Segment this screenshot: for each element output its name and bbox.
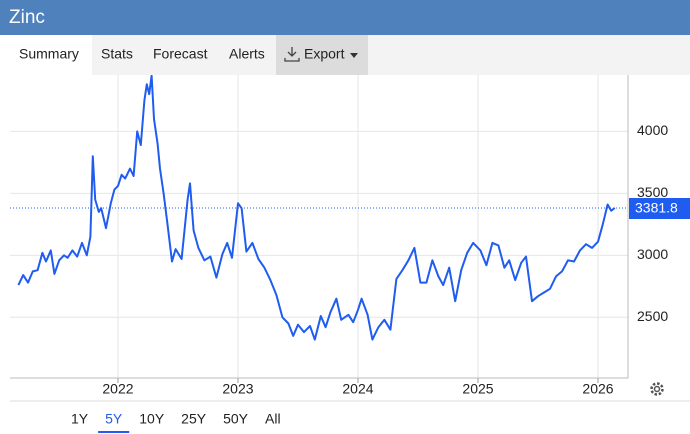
last-value-label: 3381.8	[635, 200, 678, 216]
y-tick-label: 4000	[637, 122, 668, 138]
x-tick-label: 2024	[342, 381, 373, 397]
download-icon	[284, 47, 300, 62]
header-title: Zinc	[9, 7, 45, 28]
range-button[interactable]: 1Y	[71, 411, 89, 427]
tab[interactable]: Export	[304, 46, 345, 62]
tab[interactable]: Stats	[101, 46, 133, 62]
caret	[350, 53, 358, 58]
settings-icon[interactable]	[650, 382, 664, 396]
x-tick-label: 2023	[222, 381, 253, 397]
x-tick-label: 2026	[582, 381, 613, 397]
x-tick-label: 2025	[462, 381, 493, 397]
range-button[interactable]: 50Y	[223, 411, 249, 427]
tab[interactable]: Summary	[19, 46, 79, 62]
last-value-box	[629, 198, 690, 220]
header-bar	[0, 0, 690, 35]
tab-active	[10, 35, 92, 76]
range-button[interactable]: 25Y	[181, 411, 207, 427]
range-button[interactable]: All	[265, 411, 281, 427]
y-tick-label: 3500	[637, 184, 668, 200]
y-tick-label: 2500	[637, 308, 668, 324]
y-tick-label: 3000	[637, 246, 668, 262]
range-buttons: 1Y 5Y 10Y 25Y 50Y All	[71, 411, 281, 433]
range-button[interactable]: 10Y	[139, 411, 165, 427]
tab[interactable]: Forecast	[153, 46, 208, 62]
price-line	[17, 74, 616, 341]
x-tick-label: 2022	[102, 381, 133, 397]
tab[interactable]: Alerts	[229, 46, 265, 62]
range-button[interactable]: 5Y	[105, 411, 123, 427]
